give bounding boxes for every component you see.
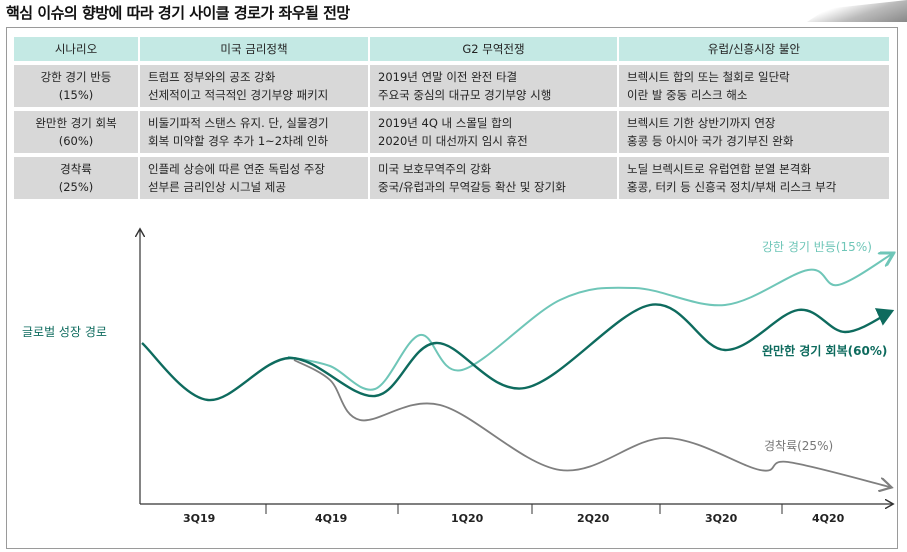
cell-line: 섣부른 금리인상 시그널 제공 (148, 180, 286, 194)
cell-line: 이란 발 중동 리스크 해소 (627, 88, 748, 102)
scenario-table: 시나리오 미국 금리정책 G2 무역전쟁 유럽/신흥시장 불안 강한 경기 반등… (12, 33, 891, 203)
cell-line: 노딜 브렉시트로 유럽연합 분열 본격화 (627, 162, 811, 176)
content-frame (6, 27, 898, 549)
cell-line: 2020년 미 대선까지 임시 휴전 (378, 134, 528, 148)
cell-line: 홍콩, 터키 등 신흥국 정치/부채 리스크 부각 (627, 180, 837, 194)
header-scenario: 시나리오 (14, 37, 138, 61)
scenario-cell: 경착륙 (25%) (14, 157, 138, 199)
scenario-prob: (25%) (58, 180, 94, 194)
cell-line: 중국/유럽과의 무역갈등 확산 및 장기화 (378, 180, 566, 194)
cell-line: 브렉시트 기한 상반기까지 연장 (627, 116, 776, 130)
cell-line: 선제적이고 적극적인 경기부양 패키지 (148, 88, 329, 102)
cell-line: 인플레 상승에 따른 연준 독립성 주장 (148, 162, 325, 176)
header-us-rate: 미국 금리정책 (140, 37, 368, 61)
scenario-cell: 강한 경기 반등 (15%) (14, 65, 138, 107)
cell-line: 2019년 연말 이전 완전 타결 (378, 70, 518, 84)
cell-line: 2019년 4Q 내 스몰딜 합의 (378, 116, 513, 130)
cell-line: 주요국 중심의 대규모 경기부양 시행 (378, 88, 552, 102)
cell-line: 회복 미약할 경우 추가 1~2차례 인하 (148, 134, 329, 148)
path-moderate-recovery (141, 303, 895, 402)
header-eu-em: 유럽/신흥시장 불안 (619, 37, 889, 61)
cell-line: 트럼프 정부와의 공조 강화 (148, 70, 276, 84)
page-title: 핵심 이슈의 향방에 따라 경기 사이클 경로가 좌우될 전망 (6, 4, 350, 22)
table-header-row: 시나리오 미국 금리정책 G2 무역전쟁 유럽/신흥시장 불안 (14, 37, 889, 61)
cell-line: 미국 보호무역주의 강화 (378, 162, 492, 176)
g2-cell: 2019년 4Q 내 스몰딜 합의 2020년 미 대선까지 임시 휴전 (370, 111, 617, 153)
cell-line: 브렉시트 합의 또는 철회로 일단락 (627, 70, 790, 84)
x-tick-label: 4Q20 (812, 512, 845, 525)
x-tick-label: 2Q20 (577, 512, 610, 525)
label-strong-rebound: 강한 경기 반등(15%) (762, 240, 872, 254)
y-axis-label: 글로벌 성장 경로 (22, 325, 107, 339)
scenario-prob: (60%) (58, 134, 94, 148)
scenario-name: 완만한 경기 회복 (35, 116, 117, 130)
x-tick-label: 3Q20 (705, 512, 738, 525)
cell-line: 비둘기파적 스탠스 유지. 단, 실물경기 (148, 116, 329, 130)
x-tick-label: 3Q19 (183, 512, 216, 525)
x-tick-label: 4Q19 (315, 512, 348, 525)
path-hard-landing (293, 359, 890, 487)
scenario-prob: (15%) (58, 88, 94, 102)
scenario-name: 강한 경기 반등 (40, 70, 112, 84)
cell-line: 홍콩 등 아시아 국가 경기부진 완화 (627, 134, 794, 148)
scenario-name: 경착륙 (60, 162, 92, 176)
header-g2-trade: G2 무역전쟁 (370, 37, 617, 61)
label-hard-landing: 경착륙(25%) (764, 439, 834, 453)
scenario-cell: 완만한 경기 회복 (60%) (14, 111, 138, 153)
x-tick-label: 1Q20 (451, 512, 484, 525)
path-strong-rebound (287, 254, 892, 391)
label-moderate-recovery: 완만한 경기 회복(60%) (762, 344, 888, 358)
